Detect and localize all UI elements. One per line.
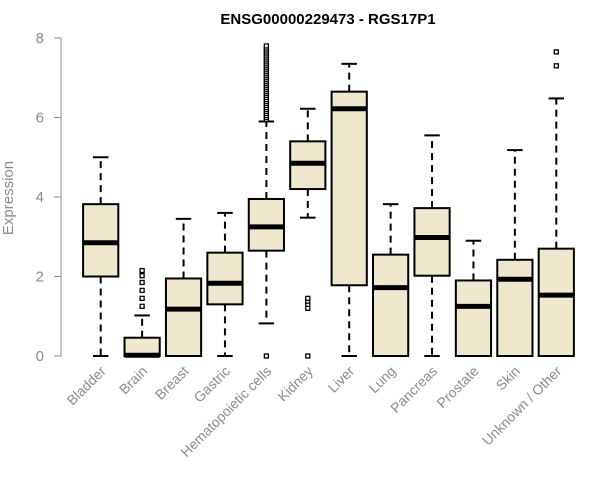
x-tick-label: Lung bbox=[365, 363, 398, 396]
y-tick-label: 6 bbox=[36, 110, 44, 127]
box-group bbox=[289, 107, 327, 359]
x-tick-label: Kidney bbox=[274, 363, 316, 405]
x-tick-label: Breast bbox=[152, 363, 192, 403]
y-tick-label: 4 bbox=[36, 189, 44, 206]
box-group bbox=[537, 49, 575, 357]
box-group bbox=[123, 267, 161, 358]
boxes bbox=[82, 43, 575, 359]
x-tick-label: Prostate bbox=[433, 363, 481, 411]
outlier-point bbox=[139, 295, 145, 302]
box-group bbox=[247, 43, 285, 359]
iqr-box bbox=[454, 279, 493, 358]
box-group bbox=[82, 156, 120, 357]
outlier-point bbox=[553, 63, 559, 69]
outlier-point bbox=[305, 353, 311, 359]
iqr-box bbox=[413, 207, 451, 277]
x-tick-label: Liver bbox=[325, 363, 358, 396]
iqr-box bbox=[496, 258, 534, 357]
x-tick-label: Unknown / Other bbox=[479, 363, 565, 449]
iqr-box bbox=[372, 253, 410, 357]
iqr-box bbox=[164, 277, 203, 357]
iqr-box bbox=[330, 90, 368, 287]
outlier-point bbox=[139, 279, 145, 286]
x-tick-label: Brain bbox=[116, 363, 150, 397]
box-group bbox=[496, 149, 534, 357]
outlier-point bbox=[139, 303, 145, 309]
outlier-point bbox=[139, 267, 145, 274]
box-group bbox=[372, 203, 410, 357]
y-ticks: 0 2 4 6 8 bbox=[36, 30, 61, 365]
y-axis-label: Expression bbox=[0, 161, 17, 235]
y-tick-label: 0 bbox=[36, 348, 44, 365]
box-group bbox=[206, 211, 244, 357]
outlier-point bbox=[553, 49, 559, 55]
box-group bbox=[454, 239, 493, 358]
outlier-point bbox=[305, 295, 311, 302]
outlier-point bbox=[263, 43, 270, 49]
box-group bbox=[330, 62, 368, 357]
iqr-box bbox=[206, 251, 244, 306]
chart-title: ENSG00000229473 - RGS17P1 bbox=[220, 11, 435, 28]
outlier-point bbox=[139, 287, 145, 294]
y-tick-label: 2 bbox=[36, 269, 44, 286]
x-tick-label: Skin bbox=[492, 363, 523, 394]
y-tick-label: 8 bbox=[36, 30, 44, 47]
box-group bbox=[164, 217, 203, 357]
outlier-point bbox=[139, 273, 145, 279]
x-tick-label: Bladder bbox=[63, 363, 109, 409]
outlier-point bbox=[263, 353, 270, 359]
box-group bbox=[413, 134, 451, 357]
iqr-box bbox=[537, 247, 575, 357]
